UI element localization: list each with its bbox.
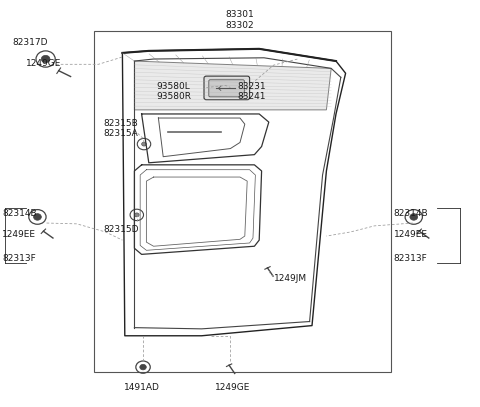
Text: 93580L
93580R: 93580L 93580R [156, 82, 191, 101]
FancyBboxPatch shape [204, 76, 250, 100]
Circle shape [410, 214, 418, 220]
Text: 1249GE: 1249GE [215, 383, 251, 392]
Text: 82314B: 82314B [2, 209, 37, 218]
Bar [94, 31, 391, 372]
Circle shape [142, 142, 146, 146]
Circle shape [34, 214, 41, 220]
Text: 82315B
82315A: 82315B 82315A [103, 118, 138, 138]
Text: 82313F: 82313F [394, 254, 427, 263]
Text: 82313F: 82313F [2, 254, 36, 263]
Text: 1249GE: 1249GE [26, 59, 62, 68]
Polygon shape [134, 61, 331, 110]
Circle shape [134, 213, 139, 217]
Text: 82315D: 82315D [103, 225, 139, 234]
Circle shape [41, 55, 50, 63]
Text: 82317D: 82317D [12, 38, 48, 47]
Text: 83301
83302: 83301 83302 [226, 10, 254, 30]
FancyBboxPatch shape [209, 80, 244, 97]
Text: 1491AD: 1491AD [124, 383, 159, 392]
Text: 1249EE: 1249EE [394, 230, 428, 239]
Text: 82314B: 82314B [394, 209, 428, 218]
Text: 83231
83241: 83231 83241 [238, 82, 266, 101]
Circle shape [140, 364, 146, 370]
Text: 1249EE: 1249EE [2, 230, 36, 239]
Text: 1249JM: 1249JM [274, 274, 307, 283]
